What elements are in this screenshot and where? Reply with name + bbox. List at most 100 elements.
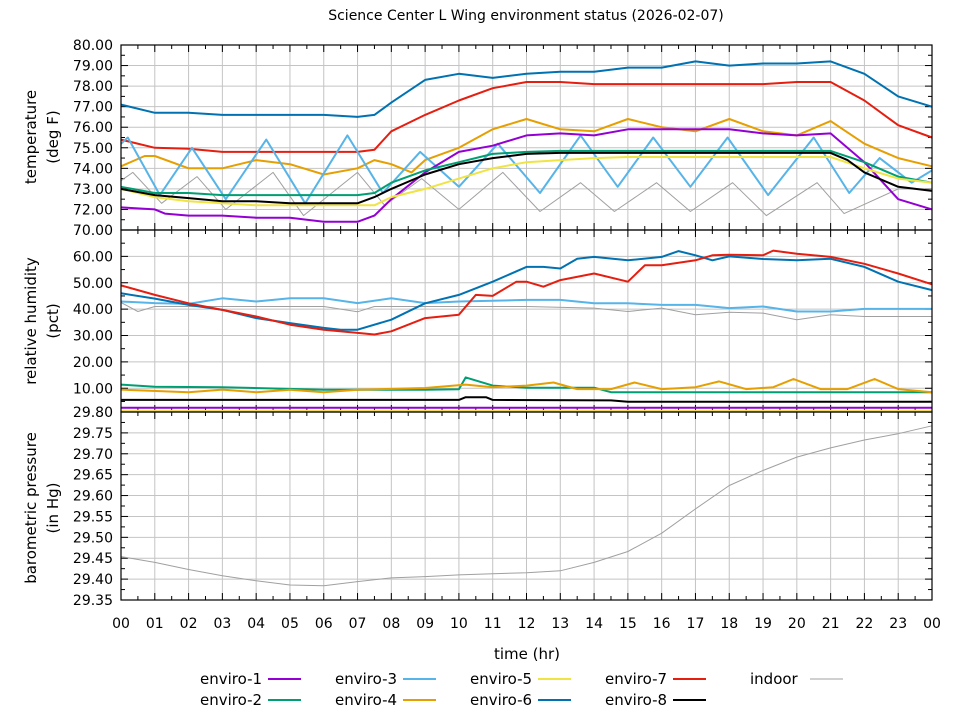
legend-item-enviro-3: enviro-3: [335, 670, 436, 688]
x-tick-label: 09: [416, 616, 434, 632]
legend-item-enviro-1: enviro-1: [200, 670, 301, 688]
x-tick-label: 00: [923, 616, 941, 632]
x-tick-label: 05: [281, 616, 299, 632]
x-tick-label: 07: [349, 616, 367, 632]
series-line-enviro-4: [120, 378, 933, 394]
legend-item-enviro-6: enviro-6: [470, 691, 571, 709]
temperature-ylabel-line1: temperature: [22, 90, 40, 184]
series-line-enviro-8: [121, 396, 932, 403]
y-tick-label: 74.00: [73, 161, 113, 177]
y-tick-label: 72.00: [73, 202, 113, 218]
pressure-frame: [120, 411, 933, 601]
x-tick-label: 20: [788, 616, 806, 632]
pressure-ylabel-line2: (in Hg): [44, 483, 62, 534]
x-axis-label: time (hr): [494, 645, 560, 663]
y-tick-label: 29.50: [73, 530, 113, 546]
y-tick-label: 80.00: [73, 38, 113, 54]
series-line-enviro-8: [120, 151, 933, 205]
legend-label: enviro-3: [335, 670, 397, 688]
y-tick-label: 75.00: [73, 141, 113, 157]
y-tick-label: 20.00: [73, 355, 113, 371]
series-line-enviro-6: [120, 250, 933, 331]
legend-label: enviro-2: [200, 691, 262, 709]
series-line-indoor: [120, 302, 932, 321]
x-tick-label: 00: [112, 616, 130, 632]
y-tick-label: 29.40: [73, 572, 113, 588]
x-tick-label: 11: [484, 616, 502, 632]
x-tick-label: 19: [754, 616, 772, 632]
y-tick-label: 60.00: [73, 249, 113, 265]
legend-item-enviro-8: enviro-8: [605, 691, 706, 709]
humidity-panel: 10.00 20.00 30.00 40.00 50.00 60.00: [73, 229, 933, 413]
x-tick-label: 14: [585, 616, 603, 632]
humidity-ylabel-line2: (pct): [44, 303, 62, 338]
legend: enviro-1 enviro-2 enviro-3 enviro-4 enviro-5…: [200, 670, 843, 709]
x-tick-label: 21: [822, 616, 840, 632]
series-line-enviro-3: [120, 297, 932, 313]
y-tick-label: 29.70: [73, 447, 113, 463]
x-tick-label: 17: [687, 616, 705, 632]
x-tick-label: 13: [551, 616, 569, 632]
legend-label: indoor: [750, 670, 799, 688]
humidity-ylabel: relative humidity (pct): [22, 257, 62, 385]
series-line-enviro-7: [120, 81, 933, 153]
series-line-enviro-7: [120, 249, 933, 336]
pressure-ylabel-line1: barometric pressure: [22, 432, 40, 584]
chart-title: Science Center L Wing environment status…: [328, 8, 724, 24]
y-tick-label: 76.00: [73, 120, 113, 136]
y-tick-label: 29.35: [73, 593, 113, 609]
pressure-panel: 29.35 29.40 29.45 29.50 29.55 29.60 29.65 29.70…: [73, 405, 933, 609]
y-tick-label: 29.55: [73, 509, 113, 525]
y-tick-label: 29.75: [73, 426, 113, 442]
x-tick-label: 12: [518, 616, 536, 632]
legend-label: enviro-8: [605, 691, 667, 709]
x-tick-label: 10: [450, 616, 468, 632]
y-tick-label: 77.00: [73, 100, 113, 116]
y-tick-label: 30.00: [73, 329, 113, 345]
y-tick-label: 78.00: [73, 79, 113, 95]
x-tick-label: 04: [247, 616, 265, 632]
legend-label: enviro-4: [335, 691, 397, 709]
series-line-enviro-5: [120, 156, 933, 207]
y-tick-label: 70.00: [73, 223, 113, 239]
series-line-indoor: [120, 425, 933, 587]
x-tick-label: 15: [619, 616, 637, 632]
legend-label: enviro-7: [605, 670, 667, 688]
series-line-enviro-6: [120, 60, 933, 118]
y-tick-label: 50.00: [73, 276, 113, 292]
x-tick-label: 01: [146, 616, 164, 632]
legend-item-enviro-5: enviro-5: [470, 670, 571, 688]
x-tick-label: 08: [382, 616, 400, 632]
series-line-enviro-3: [120, 134, 933, 205]
x-tick-label: 06: [315, 616, 333, 632]
temperature-panel: 70.00 72.00 73.00 74.00 75.00 76.00 77.00 78.00…: [73, 38, 933, 239]
y-tick-label: 29.80: [73, 405, 113, 421]
y-tick-label: 40.00: [73, 302, 113, 318]
temperature-ylabel: temperature (deg F): [22, 90, 62, 184]
x-tick-label: 16: [653, 616, 671, 632]
series-line-indoor: [120, 171, 932, 217]
series-line-enviro-1: [120, 128, 933, 223]
series-line-enviro-4: [120, 118, 933, 176]
series-line-enviro-2: [120, 149, 933, 197]
temperature-ylabel-line2: (deg F): [44, 110, 62, 163]
x-tick-label: 22: [856, 616, 874, 632]
x-tick-label: 02: [180, 616, 198, 632]
legend-label: enviro-5: [470, 670, 532, 688]
humidity-ylabel-line1: relative humidity: [22, 257, 40, 385]
legend-label: enviro-1: [200, 670, 262, 688]
legend-item-enviro-4: enviro-4: [335, 691, 436, 709]
pressure-ylabel: barometric pressure (in Hg): [22, 432, 62, 584]
y-tick-label: 73.00: [73, 182, 113, 198]
legend-item-indoor: indoor: [750, 670, 843, 688]
y-tick-label: 29.45: [73, 551, 113, 567]
legend-item-enviro-2: enviro-2: [200, 691, 301, 709]
y-tick-label: 79.00: [73, 59, 113, 75]
y-tick-label: 29.65: [73, 468, 113, 484]
y-tick-label: 29.60: [73, 489, 113, 505]
x-tick-label: 03: [213, 616, 231, 632]
x-tick-label: 23: [889, 616, 907, 632]
legend-label: enviro-6: [470, 691, 532, 709]
legend-item-enviro-7: enviro-7: [605, 670, 706, 688]
